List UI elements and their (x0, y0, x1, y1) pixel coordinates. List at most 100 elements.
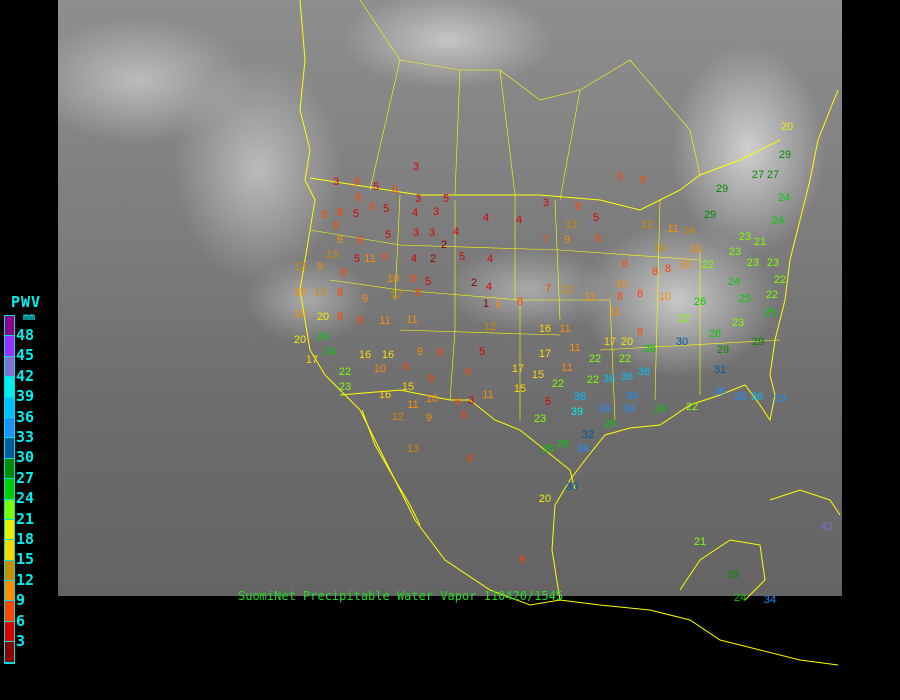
station-pwv-label: 23 (747, 257, 759, 269)
station-pwv-label: 4 (516, 214, 522, 226)
station-pwv-label: 34 (577, 443, 589, 455)
station-pwv-label: 6 (455, 396, 461, 408)
state-lines (309, 194, 781, 421)
station-pwv-label: 3 (413, 227, 419, 239)
station-pwv-label: 9 (337, 234, 343, 246)
legend-swatch (5, 581, 14, 602)
station-pwv-label: 24 (317, 331, 329, 343)
station-pwv-label: 29 (779, 149, 791, 161)
yucatan-coast (679, 539, 766, 601)
station-pwv-label: 29 (752, 336, 764, 348)
station-pwv-label: 24 (772, 215, 784, 227)
station-pwv-label: 21 (694, 536, 706, 548)
gulf-coastline (551, 89, 839, 601)
station-pwv-label: 4 (483, 212, 489, 224)
legend-swatch (5, 458, 14, 480)
station-pwv-label: 13 (407, 443, 419, 455)
legend-label: 6 (16, 611, 26, 630)
station-pwv-label: 8 (637, 288, 643, 300)
station-pwv-label: 11 (667, 223, 678, 235)
station-pwv-label: 6 (369, 201, 375, 213)
station-pwv-label: 29 (716, 183, 728, 195)
station-pwv-label: 36 (751, 391, 763, 403)
station-pwv-label: 33 (734, 391, 746, 403)
station-pwv-label: 23 (739, 231, 751, 243)
station-pwv-label: 22 (619, 353, 631, 365)
station-pwv-label: 5 (459, 251, 465, 263)
station-pwv-label: 11 (561, 362, 572, 374)
station-pwv-label: 22 (774, 274, 786, 286)
station-pwv-label: 11 (559, 323, 570, 335)
station-pwv-label: 26 (604, 418, 616, 430)
station-pwv-label: 34 (626, 390, 638, 402)
station-pwv-label: 34 (598, 403, 610, 415)
station-pwv-label: 24 (324, 346, 336, 358)
station-pwv-label: 22 (678, 313, 690, 325)
station-pwv-label: 21 (754, 236, 766, 248)
station-pwv-label: 16 (382, 349, 394, 361)
station-pwv-label: 26 (542, 443, 554, 455)
station-pwv-label: 6 (392, 184, 398, 196)
station-pwv-label: 12 (561, 284, 573, 296)
station-pwv-label: 8 (575, 201, 581, 213)
station-pwv-label: 3 (415, 193, 421, 205)
legend-swatch (5, 316, 14, 337)
station-pwv-label: 20 (781, 121, 793, 133)
station-pwv-label: 10 (294, 286, 306, 298)
station-pwv-label: 30 (676, 336, 688, 348)
station-pwv-label: 1 (483, 298, 489, 310)
station-pwv-label: 30 (566, 481, 578, 493)
station-pwv-label: 5 (354, 253, 360, 265)
station-pwv-label: 8 (428, 373, 434, 385)
station-pwv-label: 6 (467, 453, 473, 465)
station-pwv-label: 23 (534, 413, 546, 425)
station-pwv-label: 8 (340, 267, 346, 279)
station-pwv-label: 23 (732, 317, 744, 329)
legend-unit: mm (23, 312, 36, 323)
station-pwv-label: 11 (407, 399, 418, 411)
map-caption: SuomiNet Precipitable Water Vapor 110420… (238, 589, 564, 603)
station-pwv-label: 20 (294, 334, 306, 346)
station-pwv-label: 8 (622, 258, 628, 270)
station-pwv-label: 23 (339, 381, 351, 393)
legend-swatch (5, 560, 14, 582)
station-pwv-label: 4 (487, 253, 493, 265)
station-pwv-label: 34 (623, 403, 635, 415)
station-pwv-label: 24 (654, 403, 666, 415)
legend-label: 45 (16, 346, 35, 365)
station-pwv-label: 3 (413, 161, 419, 173)
cuba-coast (769, 489, 841, 516)
canada-province-lines (359, 0, 701, 201)
station-pwv-label: 5 (353, 208, 359, 220)
station-pwv-label: 8 (333, 220, 339, 232)
station-pwv-label: 3 (429, 227, 435, 239)
station-pwv-label: 12 (484, 321, 496, 333)
station-pwv-label: 14 (654, 242, 666, 254)
station-pwv-label: 8 (354, 176, 360, 188)
station-pwv-label: 4 (411, 253, 417, 265)
satellite-image (58, 0, 842, 596)
station-pwv-label: 8 (640, 174, 646, 186)
station-pwv-label: 26 (694, 296, 706, 308)
station-pwv-label: 32 (582, 429, 594, 441)
legend-label: 33 (16, 428, 35, 446)
legend-swatch (5, 397, 14, 418)
station-pwv-label: 9 (495, 299, 501, 311)
legend-label: 48 (16, 326, 35, 344)
station-pwv-label: 24 (734, 592, 746, 604)
legend-swatch (5, 356, 14, 378)
station-pwv-label: 9 (317, 261, 323, 273)
station-pwv-label: 33 (774, 393, 786, 405)
station-pwv-label: 22 (589, 353, 601, 365)
station-pwv-label: 22 (766, 289, 778, 301)
station-pwv-label: 8 (652, 266, 658, 278)
station-pwv-label: 20 (621, 336, 633, 348)
station-pwv-label: 17 (512, 363, 524, 375)
station-pwv-label: 36 (574, 391, 586, 403)
station-pwv-label: 2 (471, 277, 477, 289)
station-pwv-label: 5 (545, 396, 551, 408)
station-pwv-label: 10 (659, 291, 671, 303)
station-pwv-label: 4 (412, 207, 418, 219)
station-pwv-label: 16 (379, 389, 391, 401)
station-pwv-label: 11 (482, 389, 493, 401)
